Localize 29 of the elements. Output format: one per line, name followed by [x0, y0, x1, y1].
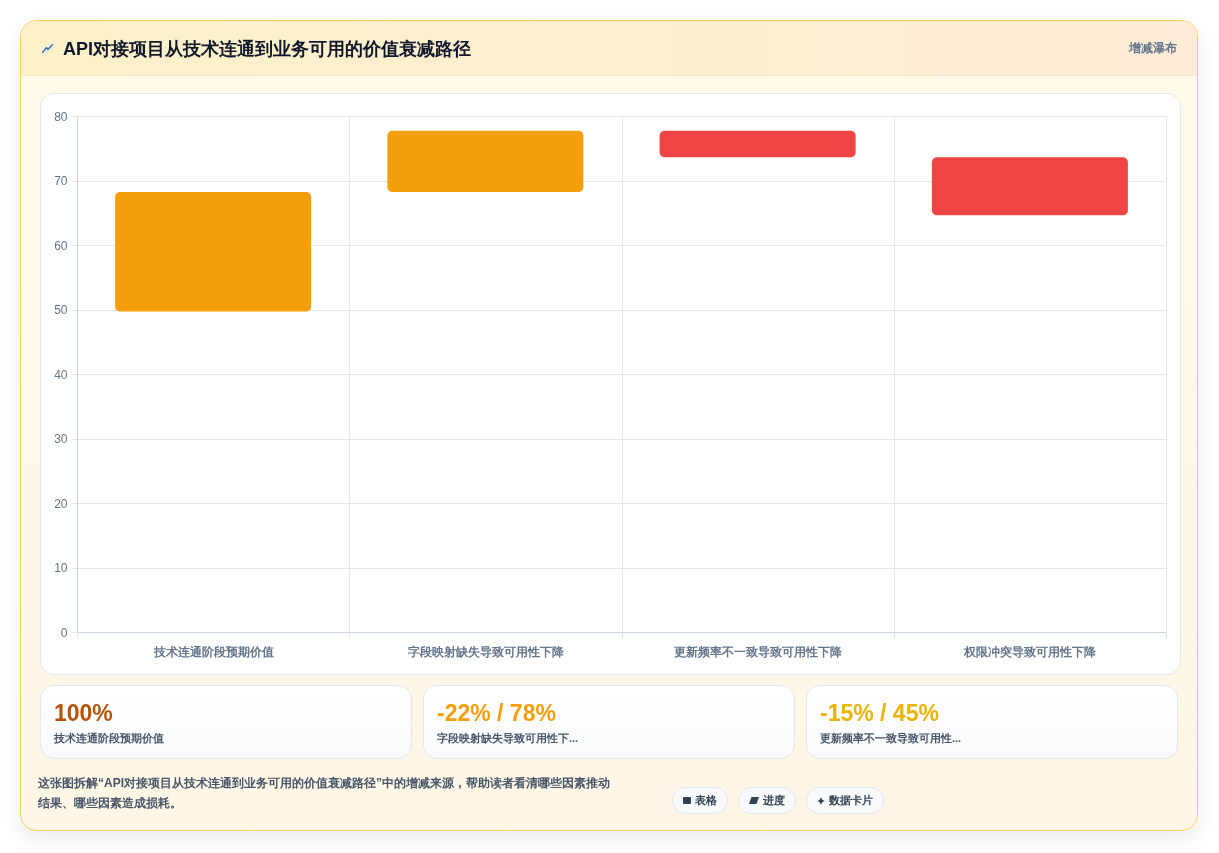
x-tick-label: 更新频率不一致导致可用性下降 [674, 644, 844, 659]
text: -15% / 45% [820, 699, 939, 727]
y-tick-label: 40 [54, 367, 68, 382]
bar [931, 157, 1128, 216]
tag-pill: 表格 [672, 787, 728, 814]
text: 更新频率不一致导致可用性... [820, 731, 962, 745]
y-tick-label: 20 [54, 496, 68, 511]
text: 技术连通阶段预期价值 [54, 731, 164, 745]
y-tick-label: 0 [60, 625, 68, 640]
y-tick-label: 30 [54, 432, 68, 446]
bar [659, 130, 856, 158]
bar [387, 130, 584, 193]
tag-pill: 进度 [738, 787, 796, 814]
bar [115, 192, 312, 312]
chart-title: API对接项目从技术连通到业务可用的价值衰减路径 [63, 38, 472, 60]
tag-pill: 数据卡片 [806, 787, 884, 814]
y-tick-label: 80 [54, 109, 68, 124]
text: 这张图拆解“API对接项目从技术连通到业务可用的价值衰减路径”中的增减来源，帮助读者看清哪些因素推动结果、哪些因素造成损耗。 [38, 775, 611, 812]
text: -22% / 78% [437, 699, 556, 727]
y-tick-label: 70 [54, 174, 68, 188]
text: 100% [54, 699, 113, 727]
x-tick-label: 权限冲突导致可用性下降 [963, 644, 1098, 659]
text: 增减瀑布 [1129, 40, 1177, 57]
x-tick-label: 字段映射缺失导致可用性下降 [407, 644, 565, 659]
y-tick-label: 50 [54, 303, 68, 317]
y-tick-label: 60 [54, 238, 68, 253]
y-tick-label: 10 [54, 561, 68, 575]
x-tick-label: 技术连通阶段预期价值 [152, 644, 274, 659]
text: 字段映射缺失导致可用性下... [437, 731, 579, 745]
